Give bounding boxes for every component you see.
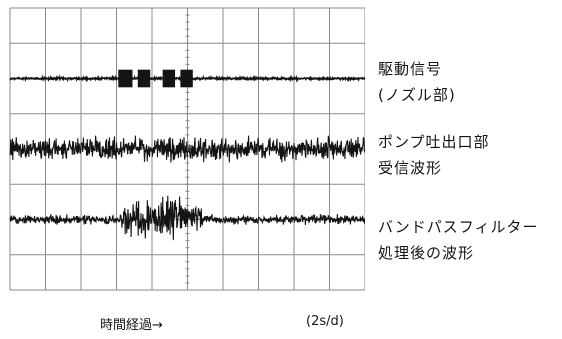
traces bbox=[9, 69, 365, 241]
x-axis-label: 時間経過→ bbox=[100, 318, 163, 333]
drive-pulse bbox=[162, 69, 176, 88]
series-label-pump-line2: 受信波形 bbox=[378, 159, 443, 177]
drive-pulse bbox=[137, 69, 151, 88]
series-trace-1 bbox=[9, 135, 365, 163]
drive-pulse bbox=[180, 69, 193, 88]
x-axis-unit: (2s/d) bbox=[306, 314, 344, 329]
drive-pulse bbox=[118, 69, 133, 88]
series-label-drive-line2: (ノズル部) bbox=[378, 86, 456, 104]
series-label-bandpass-line1: バンドパスフィルター bbox=[378, 218, 539, 236]
series-trace-2 bbox=[9, 195, 365, 241]
oscilloscope-screen bbox=[9, 7, 365, 291]
series-label-drive-line1: 駆動信号 bbox=[378, 60, 443, 78]
series-label-bandpass-line2: 処理後の波形 bbox=[378, 244, 475, 262]
series-label-pump-line1: ポンプ吐出口部 bbox=[378, 133, 490, 151]
